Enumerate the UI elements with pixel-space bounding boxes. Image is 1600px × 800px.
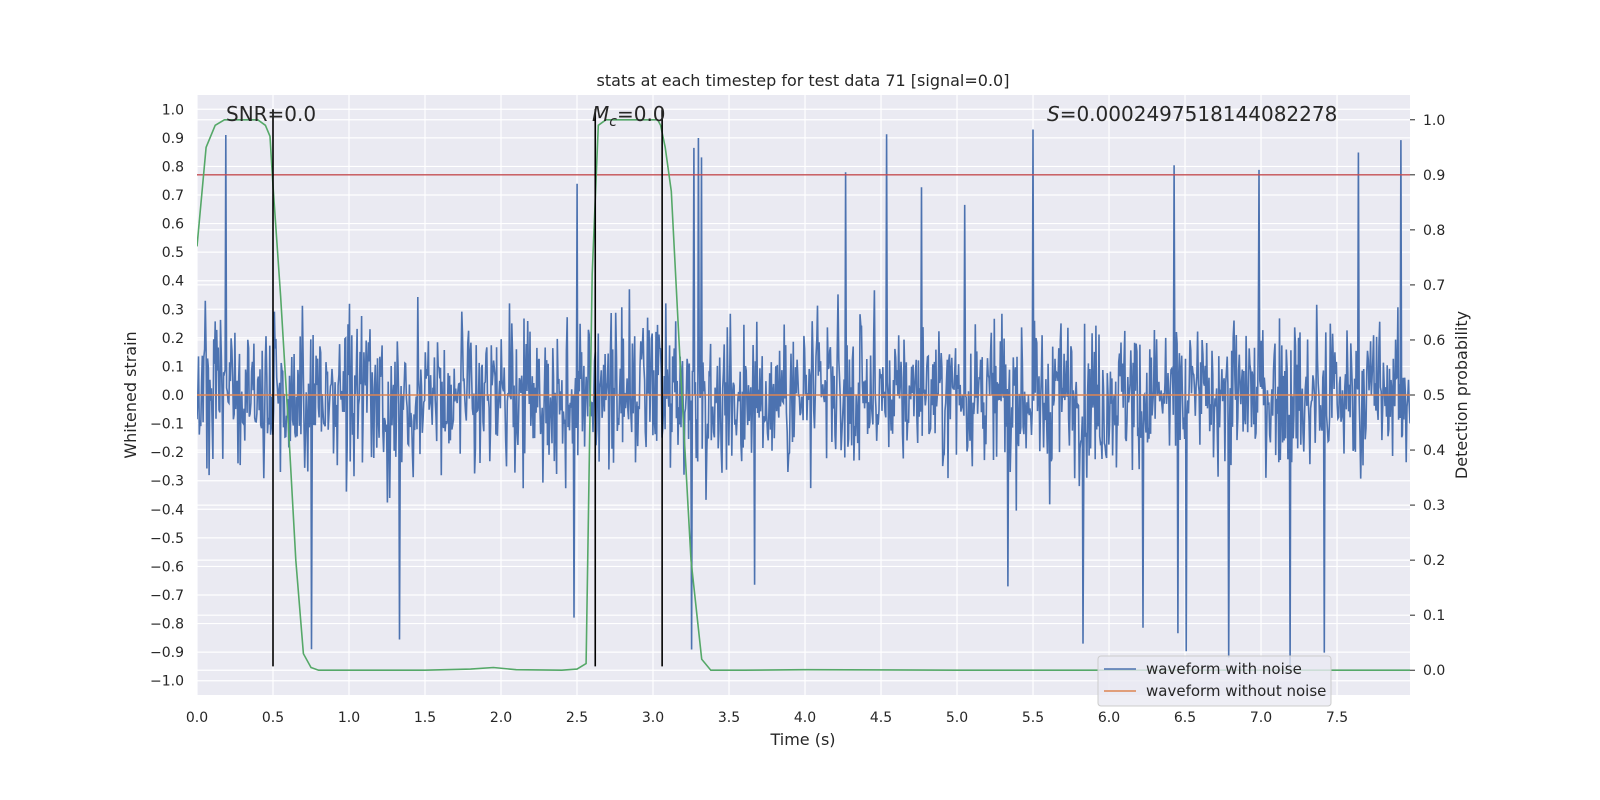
y2-tick-label: 0.0 xyxy=(1423,663,1445,679)
axes: 0.0 0.5 1.0 1.5 2.0 2.5 3.0 3.5 4.0 4.5 5.0 5.5 6.0 6… xyxy=(150,102,1445,726)
mc-value: =0.0 xyxy=(617,102,666,126)
y-tick-label: 0.6 xyxy=(162,217,184,233)
x-tick-label: 7.0 xyxy=(1250,710,1272,726)
x-tick-label: 2.0 xyxy=(490,710,512,726)
mc-symbol: M xyxy=(592,102,609,126)
x-tick-label: 1.5 xyxy=(414,710,436,726)
chart-title: stats at each timestep for test data 71 … xyxy=(597,71,1010,90)
y-tick-label: −0.6 xyxy=(150,559,184,575)
y2-tick-label: 0.1 xyxy=(1423,608,1445,624)
x-tick-label: 6.5 xyxy=(1174,710,1196,726)
y2-axis-label: Detection probability xyxy=(1452,311,1471,479)
y-tick-label: −0.5 xyxy=(150,531,184,547)
y-tick-label: −0.9 xyxy=(150,645,184,661)
x-tick-label: 4.0 xyxy=(794,710,816,726)
y-tick-label: 0.1 xyxy=(162,359,184,375)
y-tick-label: 0.4 xyxy=(162,274,184,290)
y2-tick-label: 0.3 xyxy=(1423,498,1445,514)
snr-annotation: SNR=0.0 xyxy=(226,102,316,126)
x-tick-label: 7.5 xyxy=(1326,710,1348,726)
s-symbol: S xyxy=(1047,102,1060,126)
y2-tick-label: 0.4 xyxy=(1423,443,1445,459)
y-tick-label: 0.8 xyxy=(162,159,184,175)
mc-subscript: c xyxy=(609,114,617,130)
legend-label-noise: waveform with noise xyxy=(1146,660,1302,678)
legend: waveform with noise waveform without noi… xyxy=(1097,655,1332,707)
y2-tick-label: 0.6 xyxy=(1423,333,1445,349)
x-tick-label: 5.0 xyxy=(946,710,968,726)
y2-tick-label: 0.9 xyxy=(1423,168,1445,184)
noise-series xyxy=(197,129,1410,666)
y-tick-label: −0.2 xyxy=(150,445,184,461)
overlay-series xyxy=(197,109,1410,672)
y-tick-label: −1.0 xyxy=(150,674,184,690)
series-waveform-with-noise xyxy=(197,129,1410,666)
y-tick-label: −0.8 xyxy=(150,617,184,633)
legend-label-clean: waveform without noise xyxy=(1146,682,1326,700)
y2-tick-label: 1.0 xyxy=(1423,113,1445,129)
series-detection-probability xyxy=(197,119,1410,672)
y-tick-label: −0.3 xyxy=(150,474,184,490)
y2-tick-label: 0.5 xyxy=(1423,388,1445,404)
y-tick-label: −0.7 xyxy=(150,588,184,604)
x-tick-label: 0.0 xyxy=(186,710,208,726)
y-tick-label: 0.7 xyxy=(162,188,184,204)
x-tick-label: 2.5 xyxy=(566,710,588,726)
x-tick-label: 3.5 xyxy=(718,710,740,726)
s-value: =0.0002497518144082278 xyxy=(1060,102,1338,126)
y-tick-label: 0.2 xyxy=(162,331,184,347)
y-tick-label: 0.0 xyxy=(162,388,184,404)
x-tick-label: 4.5 xyxy=(870,710,892,726)
y-tick-label: −0.1 xyxy=(150,417,184,433)
y-tick-label: 0.3 xyxy=(162,302,184,318)
y2-tick-label: 0.2 xyxy=(1423,553,1445,569)
y-tick-label: 1.0 xyxy=(162,102,184,118)
legend-box xyxy=(1097,655,1332,707)
x-tick-label: 0.5 xyxy=(262,710,284,726)
y2-tick-label: 0.8 xyxy=(1423,223,1445,239)
x-axis-label: Time (s) xyxy=(769,730,835,749)
y-tick-label: −0.4 xyxy=(150,502,184,518)
x-tick-label: 1.0 xyxy=(338,710,360,726)
y2-tick-label: 0.7 xyxy=(1423,278,1445,294)
y-tick-label: 0.9 xyxy=(162,131,184,147)
x-tick-label: 3.0 xyxy=(642,710,664,726)
x-tick-label: 6.0 xyxy=(1098,710,1120,726)
s-annotation: S=0.0002497518144082278 xyxy=(1047,102,1337,126)
x-tick-label: 5.5 xyxy=(1022,710,1044,726)
y-tick-label: 0.5 xyxy=(162,245,184,261)
y-axis-label: Whitened strain xyxy=(121,331,140,458)
chirp-mass-annotation: Mc=0.0 xyxy=(592,102,666,130)
